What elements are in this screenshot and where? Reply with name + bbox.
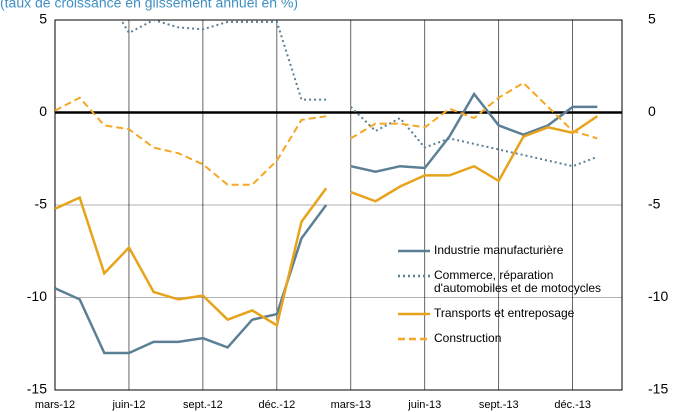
x-tick-label: déc.-13 <box>554 399 591 411</box>
x-tick-label: sept.-13 <box>479 399 519 411</box>
x-tick-label: juin-12 <box>111 399 145 411</box>
y2-tick-label: -15 <box>648 381 668 397</box>
x-tick-label: mars-13 <box>331 399 371 411</box>
y2-tick-label: 0 <box>648 103 656 119</box>
y-tick-label: 5 <box>39 11 47 27</box>
legend-label: Construction <box>434 331 502 345</box>
legend-item: Commerce, réparation d'automobiles et de… <box>398 269 614 295</box>
legend-swatch <box>398 249 430 253</box>
y2-tick-label: -10 <box>648 288 668 304</box>
y2-tick-label: 5 <box>648 11 656 27</box>
legend-label: Industrie manufacturière <box>434 243 564 257</box>
series-line <box>120 20 598 168</box>
series-line <box>55 91 598 355</box>
legend-swatch <box>398 337 430 341</box>
legend-swatch <box>398 312 430 316</box>
y-tick-label: 0 <box>39 103 47 119</box>
series-group <box>55 20 598 355</box>
series-line <box>55 81 598 186</box>
y-tick-label: -10 <box>27 288 47 304</box>
series-line <box>55 115 598 328</box>
y-tick-label: -15 <box>27 381 47 397</box>
legend-item: Industrie manufacturière <box>398 244 623 257</box>
legend-swatch <box>398 274 430 278</box>
y-tick-label: -5 <box>35 196 48 212</box>
legend-item: Construction <box>398 332 623 345</box>
x-tick-label: déc.-12 <box>259 399 296 411</box>
chart-subtitle: (taux de croissance en glissement annuel… <box>0 0 298 11</box>
plot-frame <box>54 19 623 391</box>
legend: Industrie manufacturière Commerce, répara… <box>398 244 623 357</box>
legend-label: Commerce, réparation d'automobiles et de… <box>434 268 602 295</box>
x-tick-label: sept.-12 <box>183 399 223 411</box>
y2-tick-label: -5 <box>648 196 661 212</box>
legend-label: Transports et entreposage <box>434 306 575 320</box>
x-tick-label: mars-12 <box>35 399 75 411</box>
legend-item: Transports et entreposage <box>398 307 623 320</box>
x-tick-label: juin-13 <box>407 399 441 411</box>
